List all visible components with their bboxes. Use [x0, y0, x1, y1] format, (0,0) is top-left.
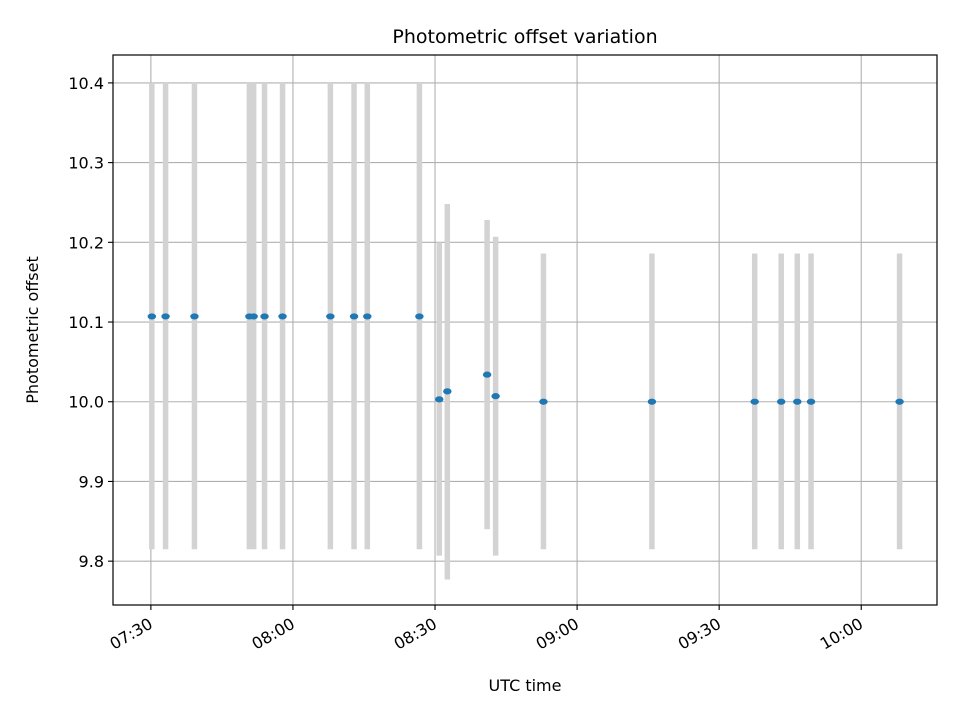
chart-title: Photometric offset variation — [392, 26, 657, 48]
y-tick-label: 10.4 — [68, 74, 104, 93]
y-tick-label: 10.0 — [68, 393, 104, 412]
data-point — [647, 398, 657, 405]
data-point — [435, 396, 444, 403]
data-point — [443, 388, 452, 395]
y-axis-label: Photometric offset — [23, 256, 42, 404]
data-points — [147, 313, 904, 405]
data-point — [482, 371, 492, 378]
y-tick-label: 9.8 — [79, 552, 104, 571]
data-point — [249, 313, 258, 320]
data-point — [161, 313, 170, 320]
data-point — [260, 313, 269, 320]
data-point — [539, 398, 548, 405]
data-point — [415, 313, 424, 320]
data-point — [895, 398, 904, 405]
data-point — [491, 393, 500, 400]
data-point — [793, 398, 802, 405]
x-axis-label: UTC time — [489, 676, 562, 695]
data-point — [326, 313, 335, 320]
y-tick-label: 10.1 — [68, 313, 104, 332]
data-point — [190, 313, 199, 320]
data-point — [776, 398, 786, 405]
y-axis-ticks: 9.8 9.9 10.0 10.1 10.2 10.3 10.4 — [68, 74, 113, 571]
y-tick-label: 10.3 — [68, 154, 104, 173]
plot-frame — [112, 54, 938, 606]
data-point — [349, 313, 359, 320]
y-tick-label: 9.9 — [79, 472, 104, 491]
data-point — [278, 313, 287, 320]
data-point — [363, 313, 372, 320]
y-tick-label: 10.2 — [68, 233, 104, 252]
data-point — [750, 398, 759, 405]
data-point — [806, 398, 816, 405]
data-point — [147, 313, 157, 320]
